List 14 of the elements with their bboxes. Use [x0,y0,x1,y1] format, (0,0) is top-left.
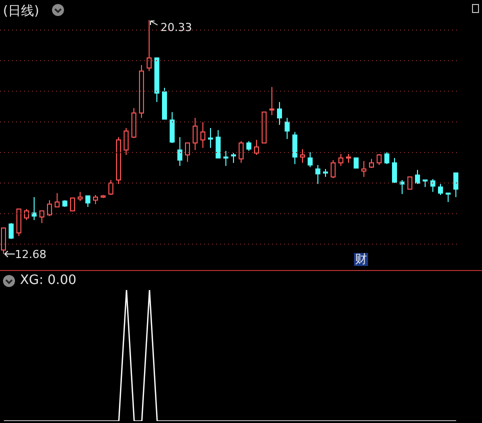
candlestick [200,122,206,148]
candlestick [139,64,144,118]
candlestick [361,160,366,178]
candlestick [177,136,182,166]
candlestick [277,101,282,126]
candlestick [192,117,198,150]
candlestick [223,150,228,166]
chart-title: (日线) [3,3,40,20]
chart-title: XG: 0.00 [20,273,76,288]
candlestick [300,148,305,164]
candlestick [208,127,213,148]
annotation: 20.33 [160,20,192,34]
annotation: 财 [354,252,368,266]
annotation: 12.68 [14,248,46,261]
